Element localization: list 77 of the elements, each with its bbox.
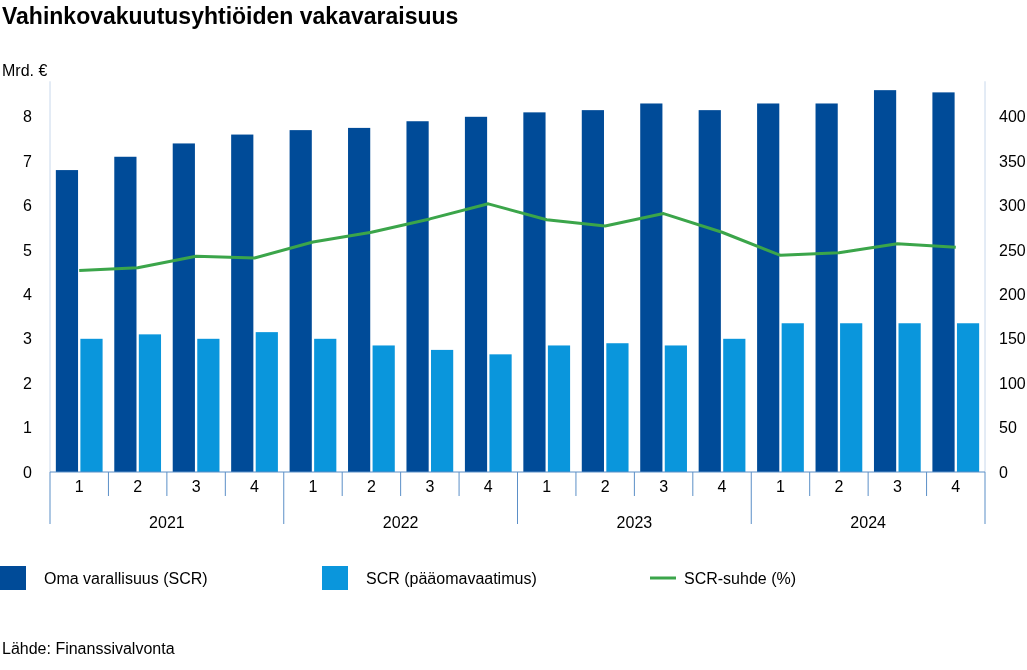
y-axis-title: Mrd. € [2, 62, 48, 79]
bar [114, 156, 137, 472]
line-series [77, 202, 958, 272]
y-tick-label: 7 [23, 152, 33, 170]
bar [873, 90, 897, 472]
x-tick-label: 3 [659, 478, 669, 495]
text: 2023 [616, 514, 653, 531]
bar [255, 332, 278, 472]
bar [489, 354, 512, 472]
y2-tick-label: 100 [999, 374, 1026, 392]
x-tick-label: 2 [366, 478, 376, 495]
bar [698, 110, 721, 472]
text: 2022 [382, 514, 419, 531]
bar [431, 349, 454, 472]
bar [172, 143, 195, 472]
bar [80, 338, 103, 472]
y2-tick-label: 250 [999, 241, 1026, 259]
text: 2024 [850, 514, 887, 531]
y2-tick-label: 200 [999, 286, 1026, 304]
bar [289, 130, 312, 472]
y2-tick-label: 0 [999, 463, 1008, 481]
y2-tick-label: 50 [999, 419, 1017, 437]
legend-label: SCR (pääomavaatimus) [366, 570, 537, 587]
bar [815, 103, 838, 472]
x-tick-label: 2 [600, 478, 610, 495]
y-tick-label: 8 [23, 108, 33, 126]
x-tick-label: 1 [776, 478, 786, 495]
legend-label: SCR-suhde (%) [684, 570, 797, 587]
y-tick-label: 5 [23, 241, 33, 259]
y2-tick-label: 300 [999, 197, 1026, 215]
bar [547, 345, 571, 472]
y-tick-label: 1 [23, 419, 33, 437]
bar [55, 170, 79, 472]
bar [932, 92, 955, 472]
x-tick-label: 2 [133, 478, 143, 495]
x-tick-label: 3 [425, 478, 435, 495]
bar [138, 334, 162, 472]
y-tick-label: 2 [23, 374, 33, 392]
bar [372, 345, 395, 472]
text: Lähde: Finanssivalvonta [2, 640, 175, 657]
bar [581, 110, 604, 472]
x-tick-label: 1 [542, 478, 552, 495]
bar [640, 103, 663, 472]
x-tick-label: 4 [717, 478, 727, 495]
chart-title: Vahinkovakuutusyhtiöiden vakavaraisuus [2, 3, 459, 29]
y-tick-label: 6 [23, 197, 33, 215]
bar [956, 323, 980, 472]
legend-label: Oma varallisuus (SCR) [44, 570, 208, 587]
bar [757, 103, 780, 472]
bar [606, 343, 629, 472]
x-tick-label: 4 [951, 478, 961, 495]
bar [464, 116, 488, 472]
bar [314, 338, 337, 472]
bar [523, 112, 546, 472]
bar [781, 323, 804, 472]
text: 2021 [149, 514, 185, 531]
x-tick-label: 4 [483, 478, 493, 495]
bar [231, 134, 254, 472]
bar [197, 338, 220, 472]
bar [898, 323, 921, 472]
bar [840, 323, 863, 472]
x-tick-label: 4 [250, 478, 260, 495]
x-tick-label: 1 [308, 478, 318, 495]
y-tick-label: 4 [23, 286, 33, 304]
x-tick-label: 1 [74, 478, 84, 495]
y2-tick-label: 350 [999, 152, 1026, 170]
bar [723, 338, 746, 472]
x-tick-label: 3 [191, 478, 201, 495]
x-tick-label: 2 [834, 478, 844, 495]
bar [664, 345, 687, 472]
bar [348, 127, 371, 472]
y2-tick-label: 400 [999, 108, 1026, 126]
y2-tick-label: 150 [999, 330, 1026, 348]
y-tick-label: 0 [23, 463, 33, 481]
bar [406, 121, 429, 472]
x-tick-label: 3 [892, 478, 902, 495]
y-tick-label: 3 [23, 330, 33, 348]
